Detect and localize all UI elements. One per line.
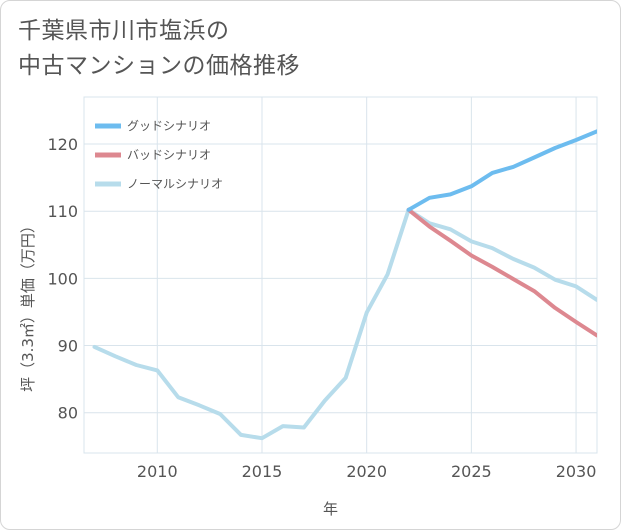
x-tick-label: 2025 (451, 462, 492, 481)
legend-label: グッドシナリオ (127, 119, 211, 133)
x-tick-label: 2010 (137, 462, 178, 481)
legend-label: ノーマルシナリオ (127, 177, 223, 191)
x-tick-label: 2020 (346, 462, 387, 481)
y-tick-label: 100 (47, 269, 78, 288)
legend-label: バッドシナリオ (127, 148, 211, 162)
title-line-1: 千葉県市川市塩浜の (18, 18, 230, 44)
x-tick-label: 2015 (242, 462, 283, 481)
chart-title: 千葉県市川市塩浜の 中古マンションの価格推移 (18, 14, 378, 84)
series-line-0 (406, 129, 597, 212)
y-tick-label: 80 (58, 404, 78, 423)
x-axis-label: 年 (323, 500, 338, 518)
y-tick-label: 110 (47, 202, 78, 221)
series-line-1 (406, 207, 597, 338)
title-line-2: 中古マンションの価格推移 (18, 53, 300, 79)
series-line-2 (92, 207, 597, 441)
y-axis-label: 坪（3.3㎡）単価（万円） (19, 218, 37, 392)
x-tick-label: 2030 (556, 462, 597, 481)
y-tick-label: 90 (58, 337, 78, 356)
y-tick-label: 120 (47, 135, 78, 154)
plot-area (83, 96, 598, 454)
